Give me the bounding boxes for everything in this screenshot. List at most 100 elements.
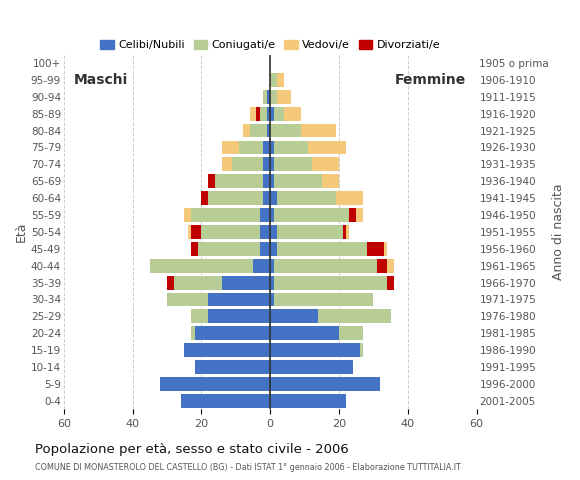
Bar (201, 191, 208, 205)
Bar (253, 259, 270, 273)
Bar (263, 191, 270, 205)
Bar (301, 124, 336, 137)
Bar (249, 107, 256, 120)
Bar (208, 174, 215, 188)
Bar (181, 394, 270, 408)
Y-axis label: Anno di nascita: Anno di nascita (552, 183, 565, 280)
Bar (240, 141, 263, 155)
Bar (322, 174, 339, 188)
Bar (277, 90, 291, 104)
Bar (267, 124, 270, 137)
Bar (260, 107, 267, 120)
Bar (263, 174, 270, 188)
Text: Femmine: Femmine (395, 73, 466, 87)
Bar (267, 107, 270, 120)
Bar (174, 276, 222, 289)
Bar (377, 259, 387, 273)
Bar (263, 157, 270, 171)
Bar (384, 242, 387, 256)
Bar (270, 360, 353, 374)
Bar (270, 377, 380, 391)
Bar (270, 310, 318, 324)
Bar (191, 242, 198, 256)
Bar (346, 225, 349, 239)
Bar (284, 107, 301, 120)
Bar (277, 242, 367, 256)
Bar (267, 90, 270, 104)
Text: Maschi: Maschi (74, 73, 128, 87)
Bar (191, 310, 208, 324)
Bar (318, 310, 391, 324)
Bar (191, 208, 260, 222)
Bar (270, 343, 360, 357)
Bar (184, 343, 270, 357)
Bar (215, 174, 263, 188)
Bar (191, 225, 201, 239)
Text: COMUNE DI MONASTEROLO DEL CASTELLO (BG) - Dati ISTAT 1° gennaio 2006 - Elaborazi: COMUNE DI MONASTEROLO DEL CASTELLO (BG) … (35, 463, 461, 472)
Bar (336, 191, 363, 205)
Bar (191, 326, 194, 340)
Bar (194, 326, 270, 340)
Bar (274, 107, 284, 120)
Bar (270, 191, 277, 205)
Bar (270, 141, 274, 155)
Bar (270, 225, 277, 239)
Bar (260, 208, 270, 222)
Bar (277, 73, 284, 87)
Y-axis label: Età: Età (15, 222, 28, 242)
Bar (270, 326, 339, 340)
Bar (308, 141, 346, 155)
Bar (233, 157, 263, 171)
Bar (349, 208, 356, 222)
Bar (194, 360, 270, 374)
Bar (270, 107, 274, 120)
Bar (277, 191, 336, 205)
Bar (222, 157, 233, 171)
Bar (260, 225, 270, 239)
Bar (274, 259, 377, 273)
Bar (270, 259, 274, 273)
Bar (242, 124, 249, 137)
Bar (249, 124, 267, 137)
Bar (274, 208, 349, 222)
Bar (274, 292, 374, 306)
Bar (160, 377, 270, 391)
Bar (263, 141, 270, 155)
Bar (270, 292, 274, 306)
Bar (208, 310, 270, 324)
Text: Popolazione per età, sesso e stato civile - 2006: Popolazione per età, sesso e stato civil… (35, 443, 349, 456)
Bar (201, 225, 260, 239)
Bar (274, 157, 311, 171)
Bar (208, 292, 270, 306)
Bar (222, 276, 270, 289)
Bar (270, 73, 277, 87)
Bar (270, 394, 346, 408)
Bar (270, 157, 274, 171)
Bar (198, 242, 260, 256)
Bar (184, 208, 191, 222)
Bar (387, 276, 394, 289)
Bar (274, 276, 387, 289)
Bar (256, 107, 260, 120)
Bar (260, 242, 270, 256)
Bar (277, 225, 343, 239)
Bar (343, 225, 346, 239)
Bar (339, 326, 363, 340)
Bar (274, 174, 322, 188)
Bar (270, 174, 274, 188)
Bar (167, 276, 174, 289)
Bar (270, 242, 277, 256)
Legend: Celibi/Nubili, Coniugati/e, Vedovi/e, Divorziati/e: Celibi/Nubili, Coniugati/e, Vedovi/e, Di… (96, 35, 445, 55)
Bar (188, 225, 191, 239)
Bar (387, 259, 394, 273)
Bar (270, 90, 277, 104)
Bar (208, 191, 263, 205)
Bar (167, 292, 208, 306)
Bar (356, 208, 363, 222)
Bar (222, 141, 240, 155)
Bar (263, 90, 267, 104)
Bar (150, 259, 253, 273)
Bar (270, 208, 274, 222)
Bar (360, 343, 363, 357)
Bar (367, 242, 384, 256)
